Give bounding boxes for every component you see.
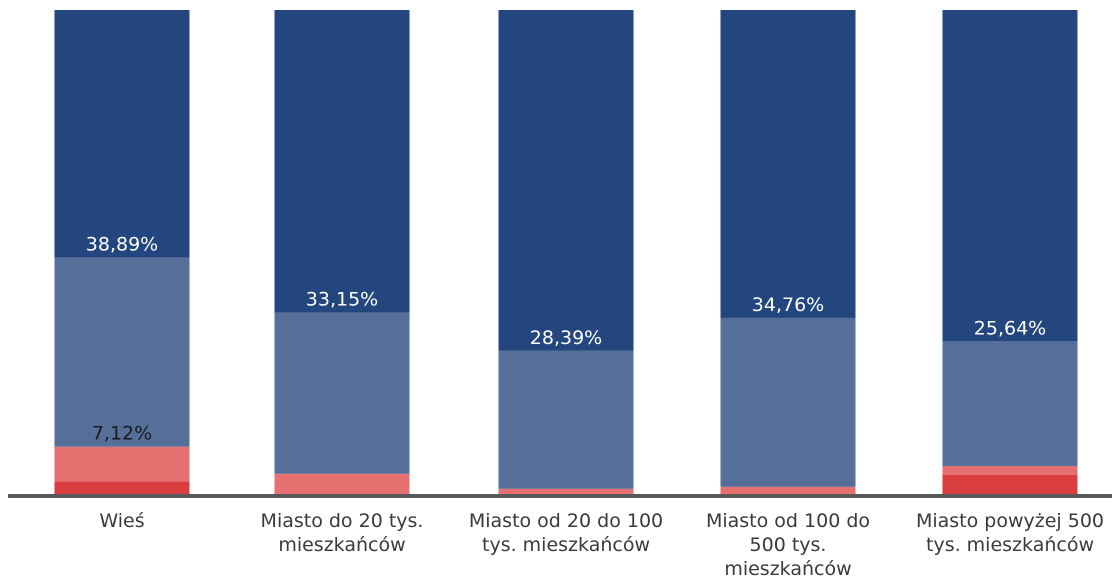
- bars-layer: [54, 10, 1078, 496]
- data-label-2-3: 70,13%: [530, 0, 602, 8]
- data-label-3-3: 63,36%: [752, 0, 824, 8]
- value-labels-layer: 7,12% 38,89% 50,97% 33,15% 62,29% 28,39% 70,13…: [86, 0, 1046, 445]
- category-label-2: Miasto od 20 do 100 tys. mieszkańców: [468, 510, 664, 556]
- bar-segment-0-2: [54, 257, 190, 447]
- bar-segment-2-2: [498, 350, 634, 489]
- bar-segment-3-2: [720, 317, 856, 487]
- data-label-2-2: 28,39%: [530, 327, 602, 349]
- bar-segment-0-3: [54, 10, 190, 258]
- bar-segment-1-3: [274, 10, 410, 313]
- bar-segment-4-2: [942, 341, 1078, 466]
- bar-segment-2-1: [498, 488, 634, 495]
- bar-segment-0-0: [54, 481, 190, 496]
- bar-segment-1-2: [274, 312, 410, 474]
- bar-segment-1-1: [274, 473, 410, 495]
- data-label-3-2: 34,76%: [752, 294, 824, 316]
- bar-segment-0-1: [54, 446, 190, 482]
- bar-segment-4-0: [942, 475, 1078, 496]
- data-label-4-3: 68,18%: [974, 0, 1046, 8]
- bar-segment-3-3: [720, 10, 856, 318]
- data-label-1-2: 33,15%: [306, 289, 378, 311]
- data-label-0-2: 38,89%: [86, 234, 158, 256]
- bar-segment-4-3: [942, 10, 1078, 342]
- category-label-4: Miasto powyżej 500 tys. mieszkańców: [915, 510, 1105, 556]
- data-label-0-3: 50,97%: [86, 0, 158, 8]
- data-label-1-3: 62,29%: [306, 0, 378, 8]
- category-label-3: Miasto od 100 do 500 tys. mieszkańców: [705, 510, 871, 580]
- category-label-0: Wieś: [99, 510, 145, 532]
- bar-segment-2-3: [498, 10, 634, 351]
- data-label-4-2: 25,64%: [974, 317, 1046, 339]
- category-label-1: Miasto do 20 tys. mieszkańców: [260, 510, 424, 556]
- bar-segment-4-1: [942, 465, 1078, 476]
- data-label-0-1: 7,12%: [92, 423, 152, 445]
- bar-segment-3-1: [720, 486, 856, 495]
